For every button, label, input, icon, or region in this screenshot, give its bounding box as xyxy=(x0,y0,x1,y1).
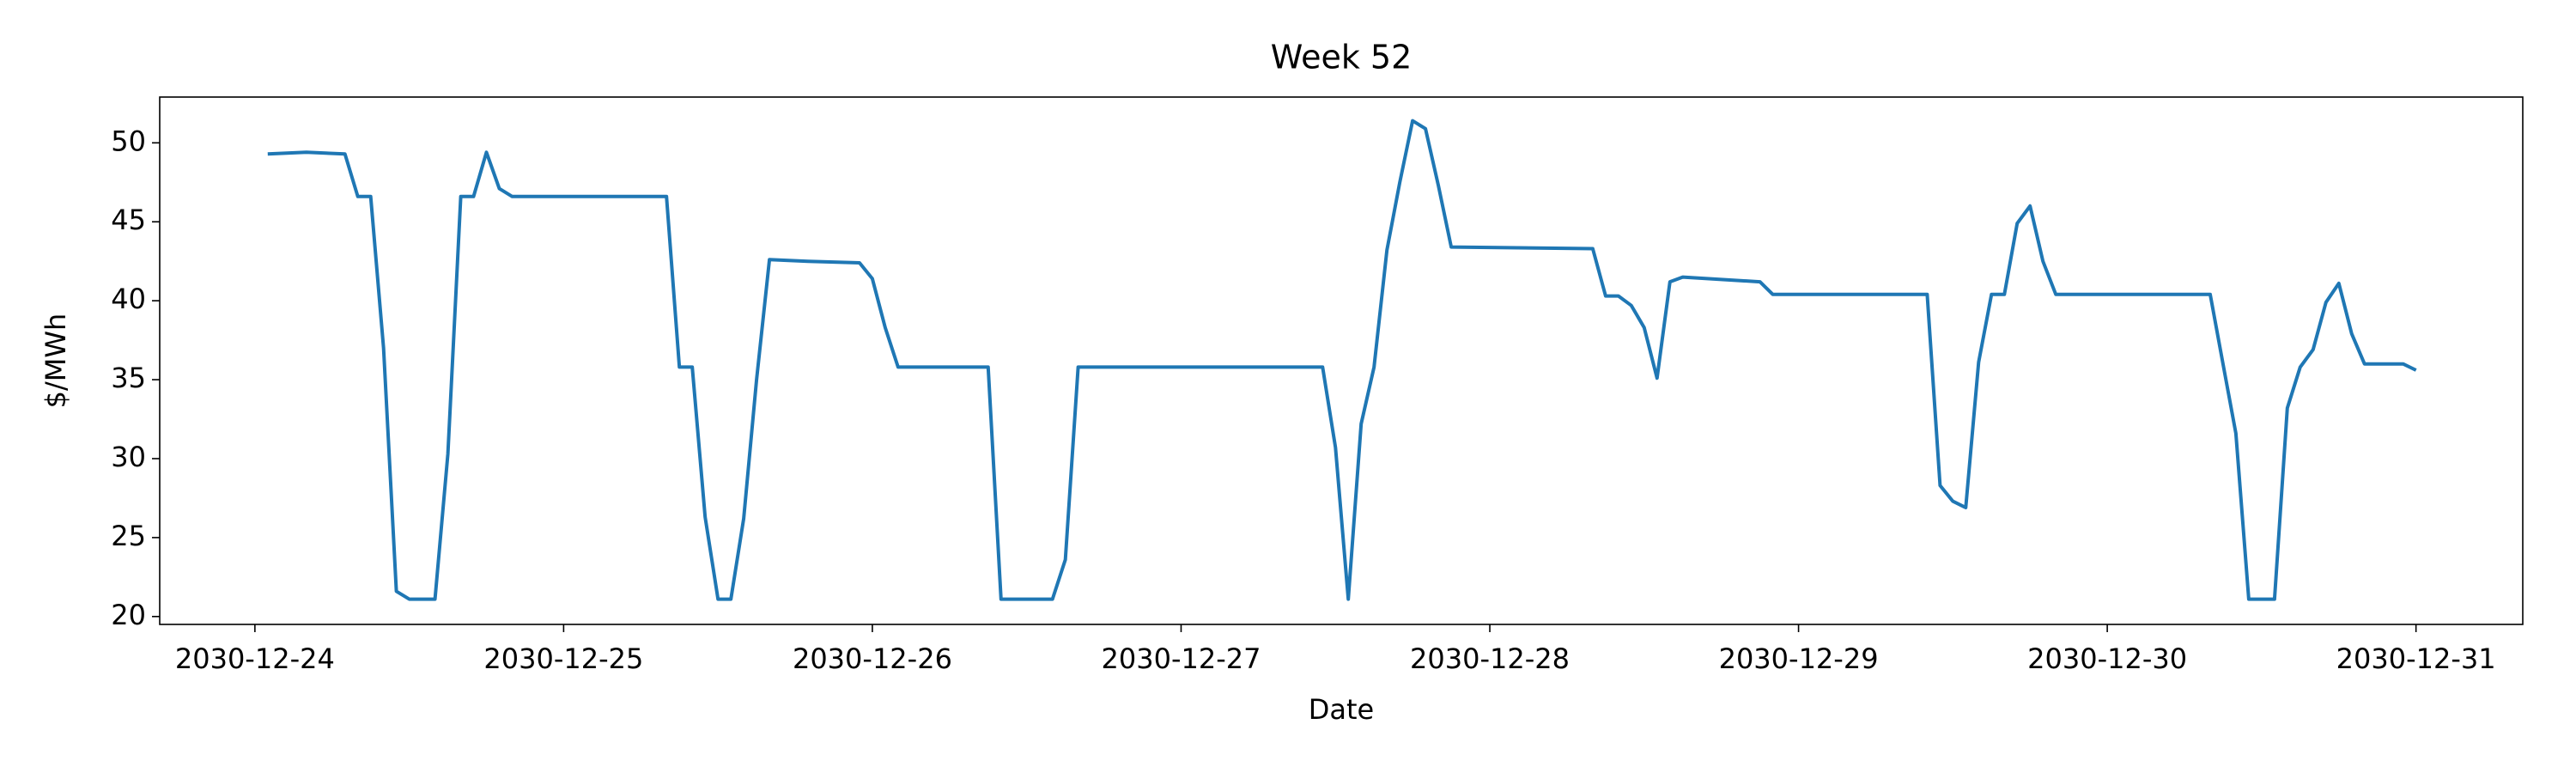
plot-frame xyxy=(159,96,2524,625)
x-tick-label: 2030-12-30 xyxy=(2027,642,2187,675)
y-tick-label: 40 xyxy=(111,283,146,315)
x-tick-label: 2030-12-31 xyxy=(2336,642,2496,675)
y-axis-label: $/MWh xyxy=(39,313,72,409)
y-tick-label: 30 xyxy=(111,441,146,473)
chart-title: Week 52 xyxy=(1271,39,1413,76)
x-axis-label: Date xyxy=(1309,693,1374,726)
price-line xyxy=(267,119,2417,601)
x-tick-label: 2030-12-28 xyxy=(1410,642,1570,675)
x-tick-label: 2030-12-29 xyxy=(1719,642,1879,675)
x-tick-label: 2030-12-26 xyxy=(793,642,952,675)
x-tick-label: 2030-12-27 xyxy=(1102,642,1261,675)
y-tick-label: 35 xyxy=(111,362,146,394)
x-tick-label: 2030-12-25 xyxy=(483,642,643,675)
y-tick-label: 50 xyxy=(111,125,146,157)
x-tick-label: 2030-12-24 xyxy=(175,642,335,675)
y-tick-label: 25 xyxy=(111,520,146,552)
y-tick-label: 45 xyxy=(111,204,146,236)
y-tick-label: 20 xyxy=(111,599,146,631)
